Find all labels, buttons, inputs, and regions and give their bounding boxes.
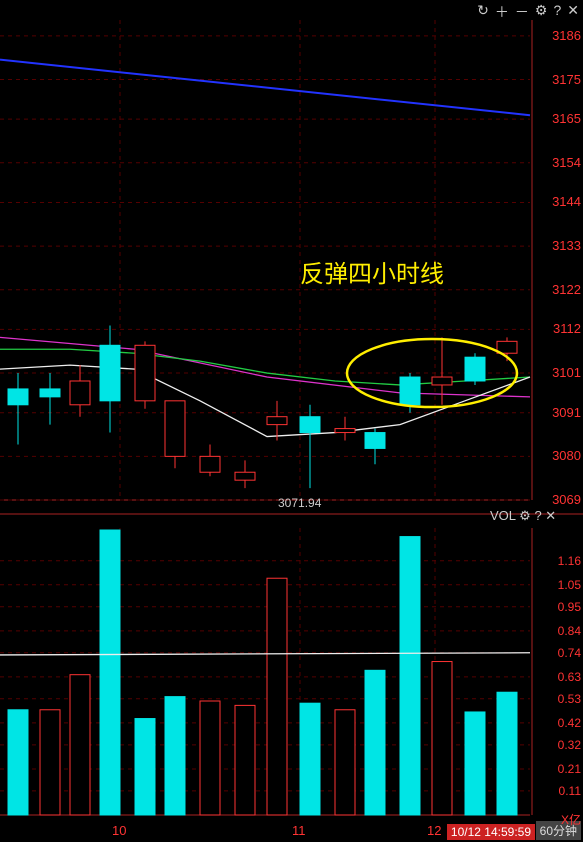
vol-ytick: 0.11 [559,784,581,798]
price-ytick: 3069 [552,492,581,507]
price-ytick: 3175 [552,72,581,87]
vol-unit-label: X亿 [561,811,581,828]
price-ytick: 3101 [552,365,581,380]
status-time: 10/12 14:59:59 [447,824,535,840]
price-ytick: 3080 [552,448,581,463]
x-tick: 11 [292,823,306,838]
vol-ytick: 0.53 [558,692,581,706]
vol-ytick: 0.74 [558,646,581,660]
low-price-label: 3071.94 [278,496,321,510]
plus-icon[interactable]: ＋ [495,2,509,22]
price-ytick: 3133 [552,238,581,253]
chart-canvas [0,0,583,842]
price-ytick: 3122 [552,282,581,297]
vol-ytick: 0.42 [558,716,581,730]
vol-ytick: 0.95 [558,600,581,614]
vol-ytick: 0.84 [558,624,581,638]
chart-toolbar: ↻ ＋ － ⚙ ? ✕ [477,2,579,22]
x-tick: 12 [427,823,441,838]
refresh-icon[interactable]: ↻ [477,2,489,22]
vol-ytick: 0.63 [558,670,581,684]
price-ytick: 3091 [552,405,581,420]
price-ytick: 3144 [552,194,581,209]
x-tick: 10 [112,823,126,838]
price-ytick: 3186 [552,28,581,43]
vol-gear-icon[interactable]: ⚙ [519,508,531,523]
price-ytick: 3165 [552,111,581,126]
vol-ytick: 0.32 [558,738,581,752]
annotation-text: 反弹四小时线 [300,254,444,289]
price-ytick: 3154 [552,155,581,170]
price-ytick: 3112 [553,321,581,336]
vol-help-icon[interactable]: ? [534,508,541,523]
vol-title: VOL ⚙ ? ✕ [490,508,556,524]
vol-ytick: 1.16 [558,554,581,568]
vol-ytick: 0.21 [558,762,581,776]
vol-ytick: 1.05 [558,578,581,592]
vol-close-icon[interactable]: ✕ [545,508,556,523]
close-icon[interactable]: ✕ [567,2,579,22]
minus-icon[interactable]: － [515,2,529,22]
gear-icon[interactable]: ⚙ [535,2,548,22]
help-icon[interactable]: ? [553,2,561,22]
